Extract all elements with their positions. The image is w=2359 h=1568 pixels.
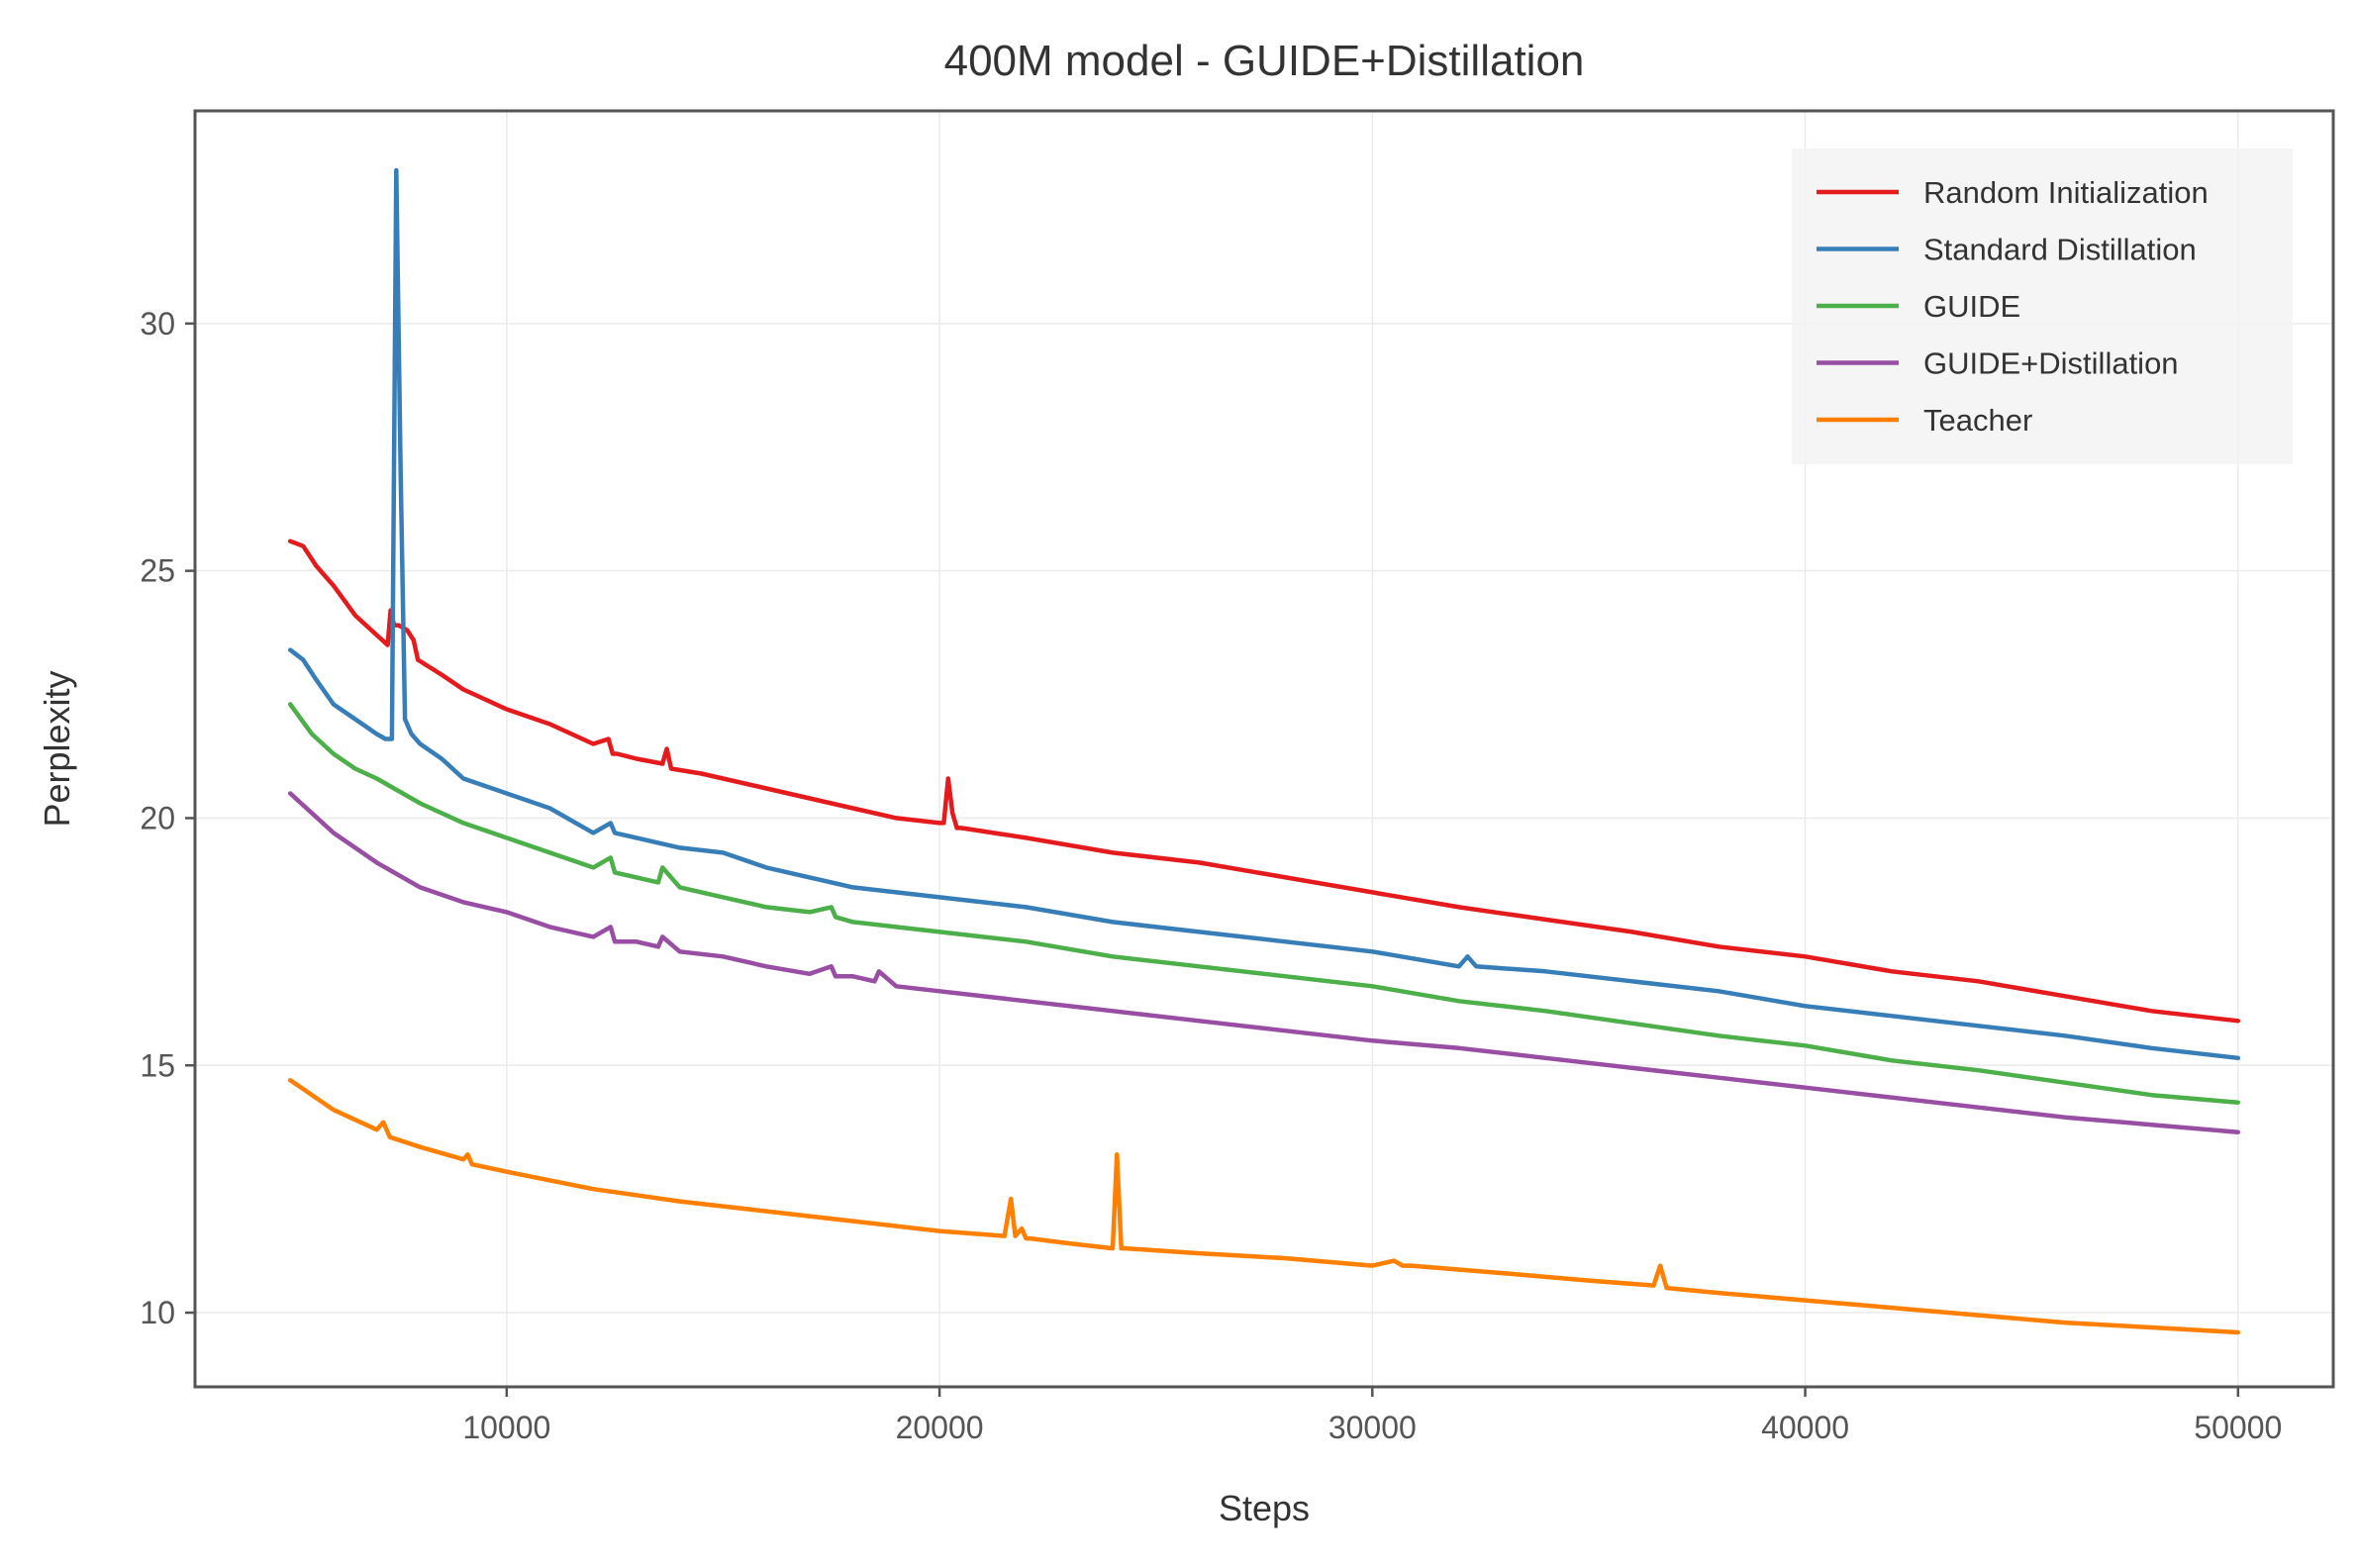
legend-label-teacher: Teacher bbox=[1923, 403, 2032, 438]
series-line-guide bbox=[287, 702, 2241, 1105]
legend-label-guide-distillation: GUIDE+Distillation bbox=[1923, 346, 2179, 381]
y-axis: 10 15 20 25 30 bbox=[140, 306, 195, 1330]
chart-title: 400M model - GUIDE+Distillation bbox=[944, 37, 1585, 85]
x-tick-label: 50000 bbox=[2194, 1410, 2282, 1445]
x-axis-label: Steps bbox=[1219, 1488, 1310, 1528]
x-tick-label: 30000 bbox=[1328, 1410, 1417, 1445]
y-tick-label: 20 bbox=[140, 800, 175, 835]
legend-label-standard-distillation: Standard Distillation bbox=[1923, 233, 2197, 267]
series-line-standard-distillation bbox=[287, 167, 2241, 1061]
legend: Random Initialization Standard Distillati… bbox=[1792, 148, 2293, 464]
x-axis: 10000 20000 30000 40000 50000 bbox=[462, 1387, 2282, 1445]
series-line-guide-distillation bbox=[287, 791, 2241, 1134]
series-lines bbox=[287, 167, 2241, 1335]
series-line-random-initialization bbox=[287, 539, 2241, 1024]
x-tick-label: 20000 bbox=[896, 1410, 984, 1445]
legend-label-guide: GUIDE bbox=[1923, 289, 2020, 324]
series-line-teacher bbox=[287, 1077, 2241, 1335]
y-tick-label: 10 bbox=[140, 1295, 175, 1330]
y-tick-label: 30 bbox=[140, 306, 175, 342]
y-tick-label: 25 bbox=[140, 553, 175, 589]
x-tick-label: 40000 bbox=[1761, 1410, 1849, 1445]
y-axis-label: Perplexity bbox=[37, 670, 77, 827]
y-tick-label: 15 bbox=[140, 1047, 175, 1083]
legend-label-random-initialization: Random Initialization bbox=[1923, 175, 2209, 210]
x-tick-label: 10000 bbox=[462, 1410, 550, 1445]
plot-frame bbox=[193, 109, 2335, 1389]
